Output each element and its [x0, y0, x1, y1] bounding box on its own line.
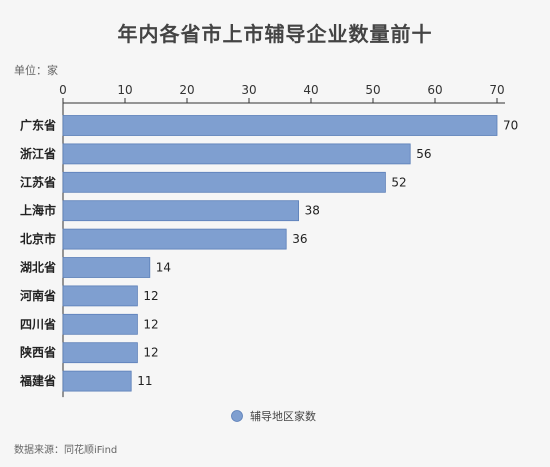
category-label: 江苏省: [20, 174, 56, 189]
bar: [62, 143, 411, 165]
x-tick-label: 70: [489, 83, 504, 97]
category-label: 北京市: [20, 231, 56, 246]
x-tick-label: 0: [59, 83, 67, 97]
bar: [62, 342, 138, 364]
category-label: 湖北省: [20, 260, 56, 275]
data-label: 11: [137, 374, 152, 388]
bar: [62, 313, 138, 335]
data-label: 14: [156, 261, 171, 275]
data-label: 12: [143, 289, 158, 303]
data-label: 12: [143, 317, 158, 331]
bar: [62, 171, 386, 193]
page-title: 年内各省市上市辅导企业数量前十: [117, 22, 433, 46]
category-label: 陕西省: [20, 345, 56, 360]
data-label: 70: [503, 119, 518, 133]
bar: [62, 257, 151, 278]
category-label: 上海市: [20, 203, 56, 218]
data-label: 12: [143, 346, 158, 360]
x-tick-label: 60: [427, 83, 442, 97]
bar: [62, 370, 132, 392]
x-tick-label: 20: [179, 83, 194, 97]
category-label: 广东省: [20, 118, 56, 133]
legend-marker: [231, 410, 243, 422]
x-tick-label: 30: [241, 83, 256, 97]
category-label: 浙江省: [20, 146, 56, 161]
category-label: 河南省: [19, 288, 56, 303]
x-tick-label: 40: [303, 83, 318, 97]
legend-label: 辅导地区家数: [250, 409, 316, 423]
category-label: 福建省: [19, 373, 56, 388]
data-label: 52: [391, 175, 406, 189]
data-source: 数据来源：同花顺iFind: [14, 445, 118, 456]
data-label: 56: [416, 147, 431, 161]
x-tick-label: 50: [365, 83, 380, 97]
bar: [62, 285, 138, 307]
data-label: 38: [305, 204, 320, 218]
x-tick-label: 10: [117, 83, 132, 97]
category-label: 四川省: [20, 316, 56, 331]
bar: [62, 228, 287, 250]
unit-label: 单位：家: [14, 64, 58, 77]
bar: [62, 200, 300, 222]
data-label: 36: [292, 232, 307, 246]
bar: [62, 115, 498, 136]
